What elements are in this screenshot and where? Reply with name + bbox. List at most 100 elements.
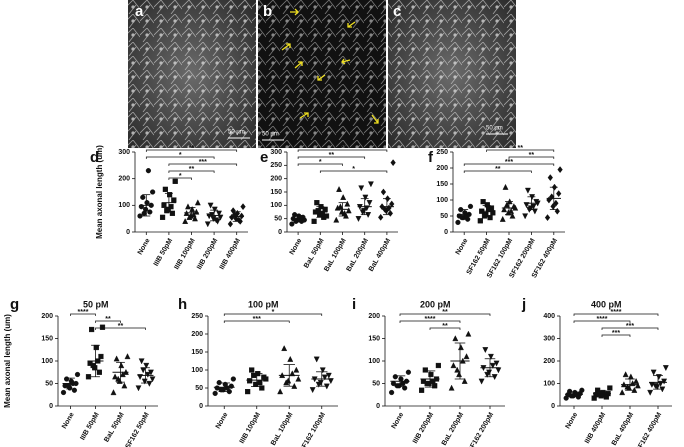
data-point — [247, 378, 253, 384]
data-point — [478, 378, 485, 385]
data-point — [65, 383, 71, 389]
significance-label: ** — [118, 323, 124, 330]
significance-label: *** — [338, 145, 346, 152]
significance-bracket — [168, 170, 215, 173]
significance-bracket — [297, 149, 388, 152]
data-point — [607, 385, 613, 391]
chart-title: 200 pM — [420, 299, 451, 309]
y-tick-label: 50 — [45, 380, 53, 387]
x-tick-label: IIIB 400pM — [219, 237, 242, 271]
x-tick-label: BaL 200pM — [346, 237, 371, 273]
data-point — [216, 210, 222, 217]
data-point — [147, 209, 153, 215]
data-point — [90, 362, 96, 369]
data-point — [140, 194, 146, 200]
panel-letter: f — [428, 149, 434, 166]
data-point — [137, 213, 143, 219]
data-point — [523, 202, 530, 209]
significance-bracket — [223, 320, 290, 323]
data-point — [435, 362, 442, 369]
significance-bracket — [463, 170, 532, 173]
data-point — [169, 210, 176, 216]
y-tick-label: 50 — [372, 380, 380, 387]
panel-letter: a — [135, 3, 144, 20]
x-tick-label: BaL 50pM — [103, 411, 126, 443]
data-point — [557, 166, 563, 174]
y-tick-label: 0 — [376, 403, 380, 410]
data-point — [325, 372, 332, 379]
data-point — [257, 380, 263, 386]
significance-label: ** — [329, 152, 335, 159]
data-point — [378, 213, 384, 221]
data-point — [480, 198, 486, 205]
dot-plot: i 200 pM 0 50 100 150 200 None IIIB 200pM BaL 200… — [352, 296, 505, 447]
significance-bracket — [463, 163, 555, 166]
data-point — [259, 385, 265, 391]
panel-letter: g — [10, 296, 19, 313]
significance-bracket — [573, 313, 659, 316]
arrows — [281, 8, 379, 124]
data-point — [579, 387, 585, 393]
data-point — [249, 367, 255, 373]
data-point — [454, 366, 461, 373]
data-point — [194, 199, 201, 206]
data-point — [289, 221, 295, 227]
y-tick-label: 150 — [270, 189, 282, 196]
data-point — [424, 380, 430, 387]
panel-letter: c — [393, 3, 401, 20]
significance-label: *** — [626, 323, 634, 330]
x-tick-label: None — [391, 411, 406, 430]
data-point — [530, 203, 537, 210]
y-tick-label: 200 — [368, 313, 380, 320]
panel-letter: h — [178, 296, 187, 313]
data-point — [387, 209, 394, 217]
data-point — [99, 324, 106, 330]
data-point — [64, 376, 70, 382]
data-point — [98, 353, 104, 360]
x-tick-label: None — [215, 411, 230, 430]
data-point — [345, 207, 352, 214]
data-point — [135, 385, 142, 392]
data-point — [263, 376, 269, 382]
data-point — [544, 214, 551, 222]
data-point — [503, 201, 510, 208]
data-point — [315, 381, 322, 388]
x-tick-label: BaL 200pM — [441, 411, 466, 447]
significance-bracket — [95, 320, 121, 323]
data-point — [327, 378, 334, 385]
data-point — [622, 371, 629, 378]
x-tick-label: IIIB 400pM — [584, 411, 607, 445]
data-point — [448, 384, 455, 391]
y-tick-label: 0 — [444, 229, 448, 236]
data-point — [380, 188, 387, 196]
data-point — [405, 369, 412, 375]
data-point — [627, 373, 634, 380]
data-point — [509, 212, 516, 219]
data-point — [85, 374, 92, 380]
significance-label: ** — [529, 152, 535, 159]
data-point — [367, 181, 374, 188]
data-point — [138, 358, 145, 365]
data-point — [355, 216, 362, 222]
data-point — [481, 213, 488, 219]
significance-bracket — [601, 327, 659, 330]
data-point — [463, 353, 470, 360]
data-point — [161, 202, 167, 208]
significance-label: * — [272, 309, 275, 316]
data-point — [112, 373, 119, 380]
data-point — [336, 186, 343, 192]
significance-label: * — [352, 166, 355, 173]
data-point — [323, 213, 330, 219]
data-point — [499, 215, 506, 222]
y-tick-label: 100 — [41, 358, 53, 365]
micrograph-c: c 50 µm — [388, 0, 516, 148]
significance-bracket — [399, 320, 461, 323]
data-point — [382, 205, 388, 213]
data-point — [96, 369, 102, 375]
x-tick-label: IIIB 200pM — [196, 237, 219, 271]
x-tick-label: None — [137, 237, 152, 256]
data-point — [633, 377, 640, 384]
data-point — [182, 218, 189, 224]
